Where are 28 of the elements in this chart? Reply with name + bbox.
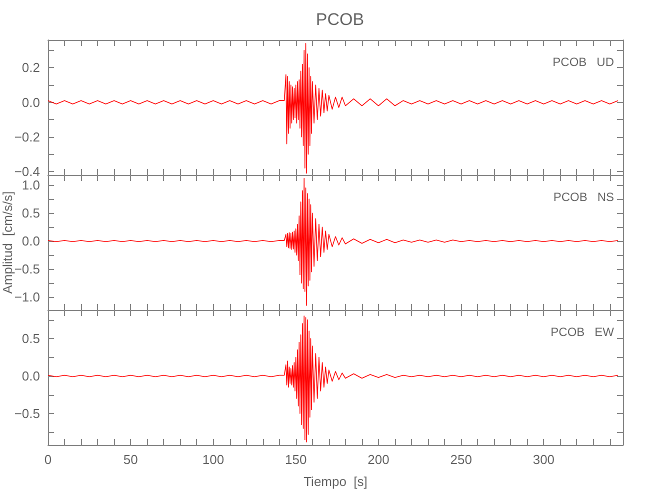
annotation: PCOB UD (552, 55, 614, 69)
x-tick-label: 250 (450, 452, 472, 467)
line-series (48, 178, 618, 306)
chart-title: PCOB (316, 10, 364, 29)
x-tick-label: 300 (532, 452, 555, 467)
y-tick-label: 0.0 (22, 234, 40, 249)
y-tick-label: 0.5 (22, 206, 40, 221)
x-axis-title: Tiempo [s] (304, 474, 368, 489)
annotation: PCOB EW (550, 325, 615, 339)
y-tick-label: 1.0 (22, 178, 40, 193)
x-tick-label: 50 (123, 452, 138, 467)
x-tick-label: 0 (44, 452, 52, 467)
y-tick-label: 0.2 (22, 60, 40, 76)
y-tick-label: 0.5 (22, 331, 40, 346)
y-axis-title: Amplitud [cm/s/s] (0, 191, 15, 294)
y-tick-label: −0.5 (14, 406, 40, 421)
x-tick-label: 100 (202, 452, 224, 467)
x-tick-label: 200 (368, 452, 390, 467)
y-tick-label: −1.0 (14, 290, 40, 305)
y-tick-label: 0.0 (22, 368, 40, 384)
y-tick-label: −0.5 (14, 262, 40, 277)
annotation: PCOB NS (553, 190, 614, 204)
x-tick-label: 150 (284, 452, 307, 467)
line-series (48, 43, 618, 174)
y-tick-label: −0.4 (14, 164, 40, 180)
y-tick-label: −0.2 (14, 129, 40, 144)
y-tick-label: 0.0 (22, 94, 40, 110)
line-series (48, 316, 618, 442)
